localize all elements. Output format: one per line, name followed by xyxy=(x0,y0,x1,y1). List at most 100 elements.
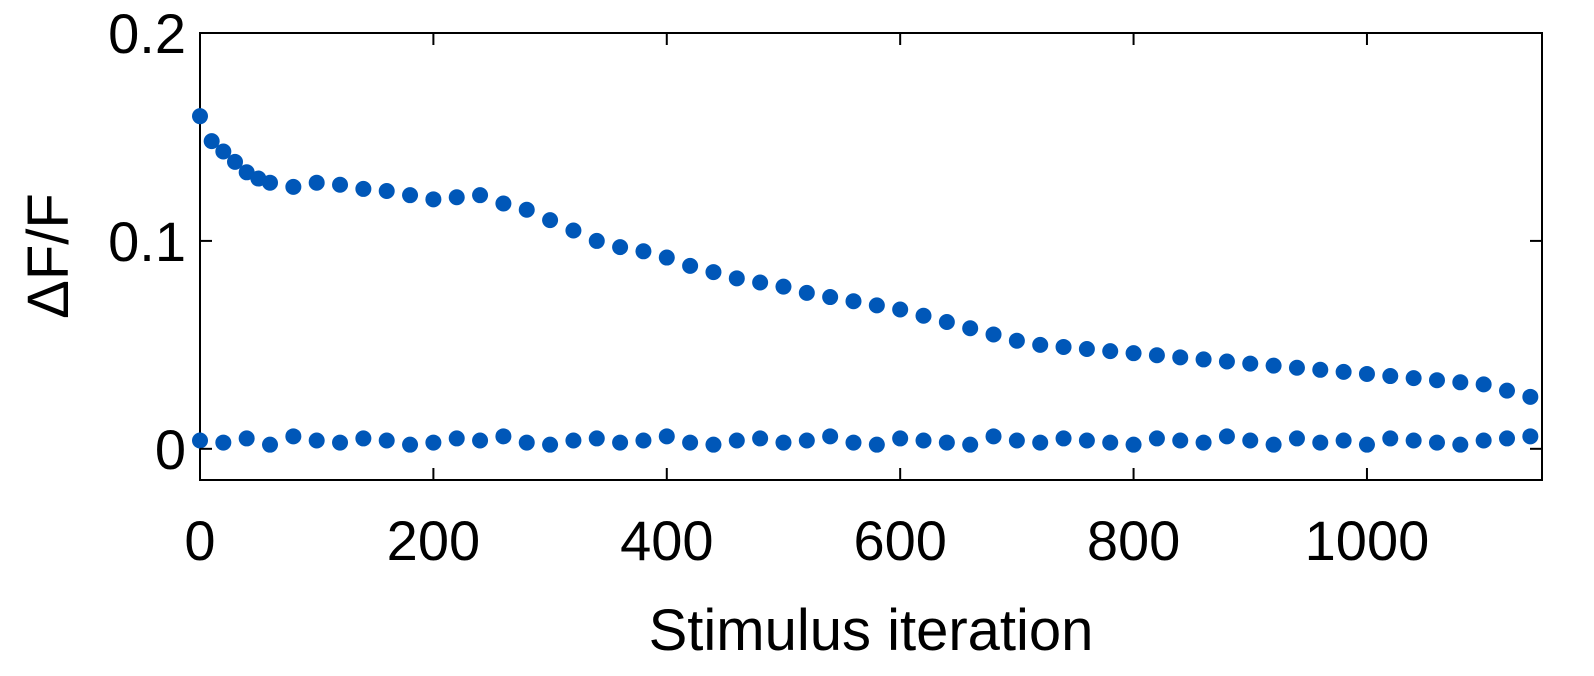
data-point-series-1 xyxy=(1288,359,1305,376)
data-point-series-1 xyxy=(682,257,699,274)
data-point-series-1 xyxy=(402,187,419,204)
data-point-series-1 xyxy=(775,278,792,295)
data-point-series-1 xyxy=(1498,382,1515,399)
data-point-series-2 xyxy=(1172,432,1189,449)
data-point-series-1 xyxy=(635,243,652,260)
data-point-series-2 xyxy=(938,434,955,451)
data-point-series-2 xyxy=(1335,432,1352,449)
data-point-series-1 xyxy=(1522,388,1539,405)
data-point-series-1 xyxy=(448,189,465,206)
data-point-series-1 xyxy=(588,232,605,249)
data-point-series-2 xyxy=(1008,432,1025,449)
x-tick-label: 0 xyxy=(184,509,215,572)
data-point-series-1 xyxy=(1335,363,1352,380)
data-point-series-1 xyxy=(565,222,582,239)
data-point-series-1 xyxy=(658,249,675,266)
data-point-series-2 xyxy=(565,432,582,449)
x-tick-label: 1000 xyxy=(1305,509,1430,572)
data-point-series-2 xyxy=(845,434,862,451)
data-point-series-2 xyxy=(495,428,512,445)
x-tick-label: 400 xyxy=(620,509,713,572)
data-point-series-1 xyxy=(1452,374,1469,391)
y-tick-label: 0 xyxy=(155,418,186,481)
x-axis-label: Stimulus iteration xyxy=(649,598,1094,663)
data-point-series-1 xyxy=(192,108,208,125)
data-point-series-1 xyxy=(798,284,815,301)
data-point-series-1 xyxy=(495,195,512,212)
data-point-series-1 xyxy=(1405,370,1422,387)
data-point-series-1 xyxy=(1312,361,1329,378)
data-point-series-1 xyxy=(1078,341,1095,358)
data-point-series-1 xyxy=(845,293,862,310)
data-point-series-2 xyxy=(1358,436,1375,453)
data-point-series-1 xyxy=(915,307,932,324)
data-point-series-1 xyxy=(378,183,395,200)
data-point-series-1 xyxy=(1032,336,1049,353)
data-point-series-2 xyxy=(752,430,769,447)
data-point-series-1 xyxy=(262,174,279,191)
data-point-series-2 xyxy=(775,434,792,451)
data-point-series-2 xyxy=(1382,430,1399,447)
data-point-series-1 xyxy=(892,301,909,318)
data-point-series-2 xyxy=(915,432,932,449)
data-point-series-1 xyxy=(705,264,722,281)
data-point-series-2 xyxy=(635,432,652,449)
data-point-series-1 xyxy=(728,270,745,287)
data-point-series-2 xyxy=(1522,428,1539,445)
data-point-series-2 xyxy=(262,436,279,453)
data-point-series-1 xyxy=(1148,347,1165,364)
data-point-series-2 xyxy=(238,430,255,447)
data-point-series-2 xyxy=(588,430,605,447)
data-point-series-1 xyxy=(1125,345,1142,362)
x-tick-label: 800 xyxy=(1087,509,1180,572)
data-point-series-1 xyxy=(308,174,325,191)
data-point-series-2 xyxy=(215,434,232,451)
data-point-series-1 xyxy=(938,313,955,330)
data-point-series-1 xyxy=(215,143,232,160)
data-point-series-1 xyxy=(1265,357,1282,374)
data-point-series-2 xyxy=(1452,436,1469,453)
data-point-series-2 xyxy=(658,428,675,445)
y-tick-label: 0.2 xyxy=(108,2,186,65)
data-point-series-2 xyxy=(1405,432,1422,449)
data-point-series-2 xyxy=(1032,434,1049,451)
data-point-series-2 xyxy=(868,436,885,453)
data-point-series-2 xyxy=(378,432,395,449)
data-point-series-2 xyxy=(705,436,722,453)
data-point-series-2 xyxy=(402,436,419,453)
data-point-series-2 xyxy=(308,432,325,449)
data-point-series-2 xyxy=(822,428,839,445)
axis-ticks: 0 200 400 600 800 1000 0 0.1 0.2 xyxy=(108,2,1542,572)
data-point-series-1 xyxy=(1172,349,1189,366)
data-point-series-2 xyxy=(962,436,979,453)
scatter-points xyxy=(192,108,1539,453)
plot-area xyxy=(199,32,1543,481)
data-point-series-2 xyxy=(192,432,208,449)
data-point-series-1 xyxy=(203,133,220,150)
data-point-series-2 xyxy=(798,432,815,449)
data-point-series-1 xyxy=(962,320,979,337)
data-point-series-1 xyxy=(1195,351,1212,368)
data-point-series-1 xyxy=(1428,372,1445,389)
data-point-series-1 xyxy=(542,212,559,229)
data-point-series-1 xyxy=(868,297,885,314)
data-point-series-1 xyxy=(472,187,489,204)
data-point-series-1 xyxy=(1382,368,1399,385)
data-point-series-2 xyxy=(1265,436,1282,453)
data-point-series-1 xyxy=(1102,343,1119,360)
data-point-series-1 xyxy=(752,274,769,291)
data-point-series-2 xyxy=(892,430,909,447)
data-point-series-2 xyxy=(1125,436,1142,453)
data-point-series-2 xyxy=(1498,430,1515,447)
data-point-series-2 xyxy=(1475,432,1492,449)
data-point-series-2 xyxy=(285,428,302,445)
x-tick-label: 600 xyxy=(853,509,946,572)
data-point-series-2 xyxy=(448,430,465,447)
data-point-series-1 xyxy=(227,153,244,170)
data-point-series-2 xyxy=(1288,430,1305,447)
data-point-series-2 xyxy=(1148,430,1165,447)
x-tick-label: 200 xyxy=(387,509,480,572)
data-point-series-2 xyxy=(1242,432,1259,449)
data-point-series-2 xyxy=(472,432,489,449)
